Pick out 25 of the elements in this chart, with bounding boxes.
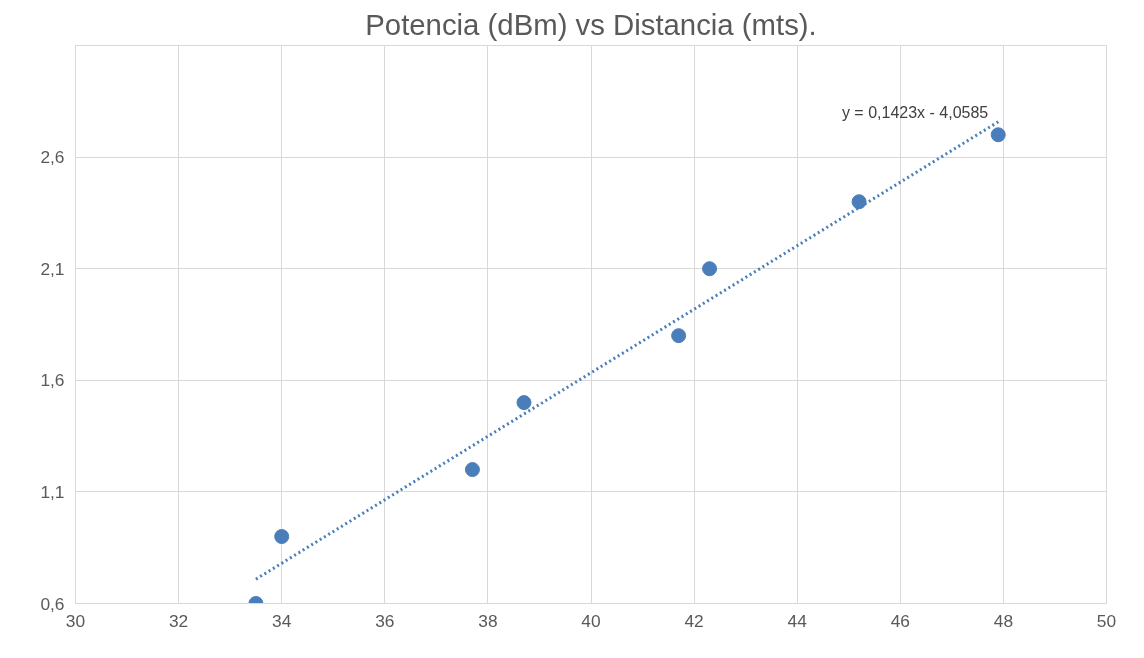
y-tick-label: 1,1 [40,481,65,502]
x-tick-label: 34 [272,610,292,631]
point [274,529,290,545]
x-tick-label: 38 [478,610,498,631]
point [702,261,718,277]
x-tick-label: 42 [684,610,704,631]
x-tick-label: 30 [65,610,86,631]
x-tick-label: 32 [168,610,189,631]
x-tick-label: 40 [581,610,601,631]
y-tick-label: 2,1 [40,258,65,279]
x-tick-label: 36 [375,610,395,631]
point [851,194,867,210]
x-tick-label: 44 [787,610,808,631]
chart-title: Potencia (dBm) vs Distancia (mts). [365,7,817,41]
point [990,127,1006,143]
x-tick-label: 50 [1096,610,1117,631]
y-tick-label: 0,6 [40,593,65,614]
y-tick-label: 2,6 [40,147,65,168]
x-tick-label: 46 [890,610,910,631]
point [464,462,480,478]
annotation: y = 0,1423x - 4,0585 [841,104,989,122]
x-tick-label: 48 [993,610,1014,631]
y-tick-label: 1,6 [40,370,65,391]
point [671,328,687,344]
point [516,395,532,411]
